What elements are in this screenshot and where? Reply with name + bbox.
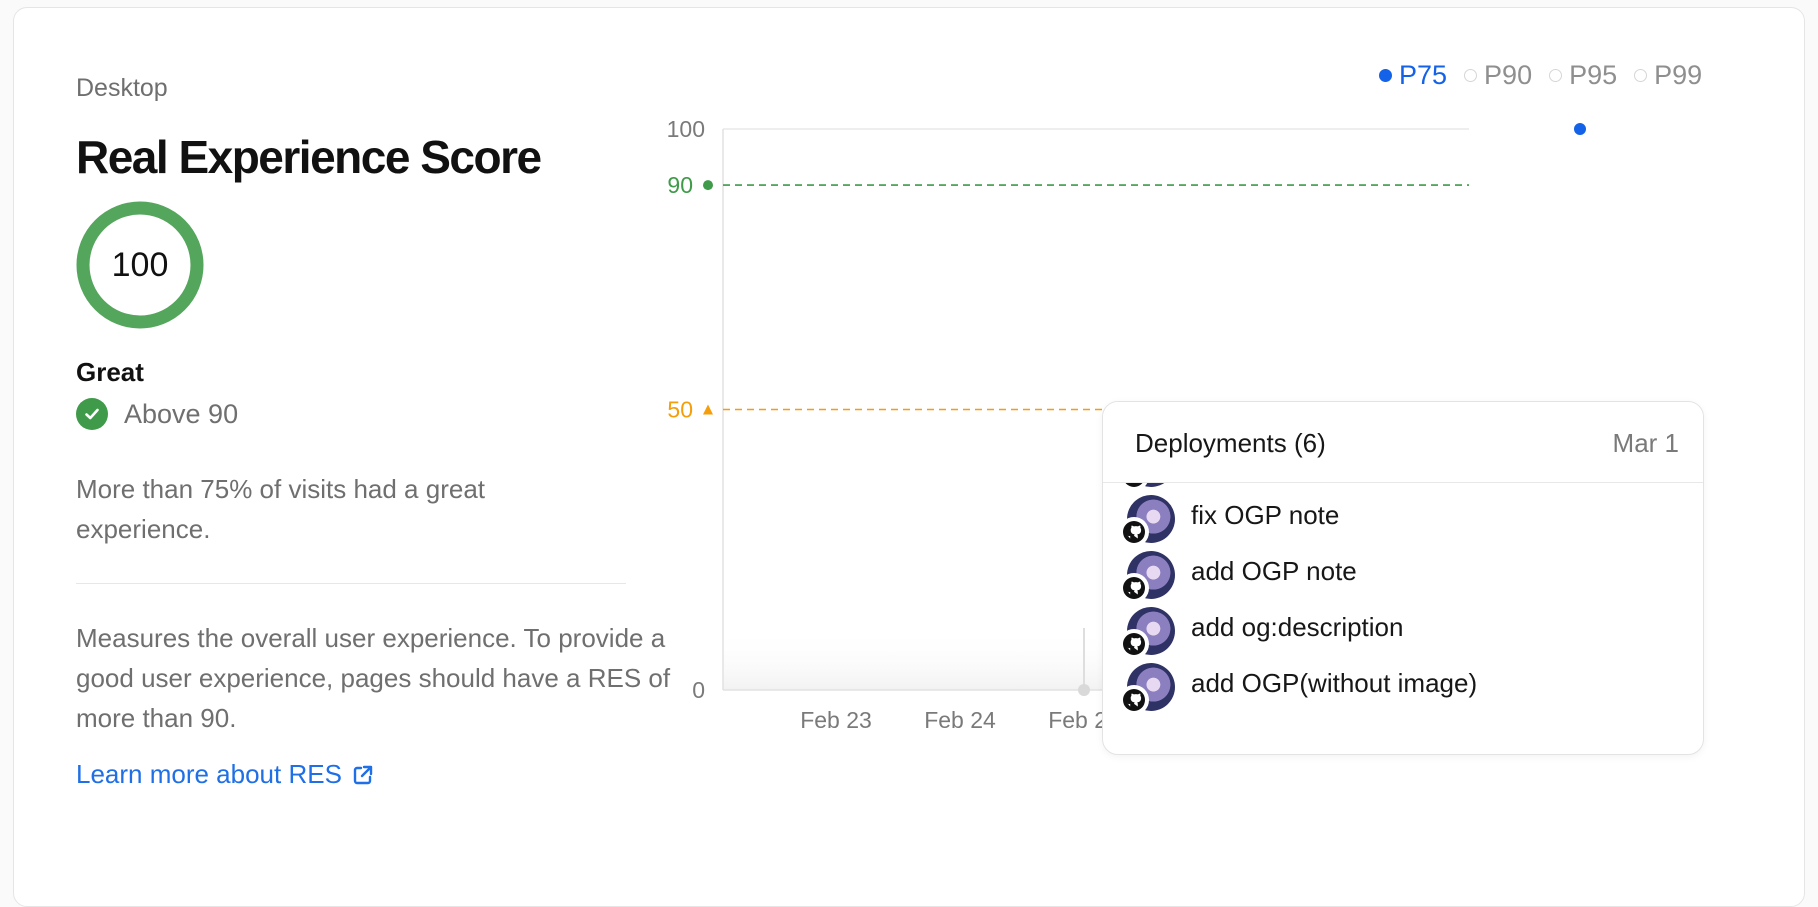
deployment-message: fix OGP note: [1191, 500, 1340, 530]
divider: [76, 583, 626, 584]
deployment-item[interactable]: add OGP note: [1103, 547, 1703, 603]
external-link-icon: [353, 765, 373, 784]
github-icon: [1119, 517, 1149, 547]
score-gauge: 100: [76, 201, 204, 329]
x-tick-label: Feb 23: [800, 707, 872, 733]
github-icon: [1119, 573, 1149, 603]
y-tick-label: 0: [692, 677, 705, 703]
dot-icon: [1549, 69, 1563, 82]
dot-icon: [1464, 69, 1478, 82]
y-tick-label: 50: [667, 397, 693, 423]
dot-icon: [1379, 69, 1392, 82]
tooltip-header: Deployments (6) Mar 1: [1103, 402, 1703, 483]
y-tick-label: 90: [667, 172, 693, 198]
legend-item-p99[interactable]: P99: [1634, 60, 1702, 91]
legend-item-p75[interactable]: P75: [1379, 60, 1447, 91]
legend-label: P95: [1569, 60, 1618, 90]
deployment-marker[interactable]: [1078, 684, 1090, 696]
threshold-dot-icon: [703, 180, 713, 191]
tooltip-date: Mar 1: [1612, 428, 1679, 458]
section-label: Desktop: [76, 74, 168, 102]
legend-label: P90: [1484, 60, 1533, 90]
deployment-message: add OGP(without image): [1191, 668, 1478, 698]
deployment-item[interactable]: fix OGP note: [1103, 491, 1703, 547]
tooltip-title: Deployments (6): [1135, 428, 1326, 458]
y-tick-label: 100: [667, 116, 705, 142]
score-summary: More than 75% of visits had a great expe…: [76, 474, 486, 544]
dot-icon: [1634, 69, 1648, 82]
deployment-item[interactable]: add og:description: [1103, 603, 1703, 659]
learn-more-label: Learn more about RES: [76, 759, 342, 789]
learn-more-link[interactable]: Learn more about RES: [76, 759, 374, 790]
check-circle-icon: [76, 398, 108, 430]
x-tick-label: Feb 24: [924, 707, 996, 733]
threshold-status: Above 90: [76, 398, 238, 430]
page-title: Real Experience Score: [76, 131, 542, 183]
deployment-message: add og:description: [1191, 612, 1404, 642]
legend-label: P75: [1399, 60, 1448, 90]
threshold-text: Above 90: [124, 398, 239, 429]
score-description: Measures the overall user experience. To…: [76, 623, 671, 733]
res-card: Desktop Real Experience Score 100 Great …: [13, 7, 1805, 907]
github-icon: [1119, 685, 1149, 715]
score-rating: Great: [76, 357, 144, 387]
github-icon: [1119, 629, 1149, 659]
legend-label: P99: [1654, 60, 1703, 90]
legend-item-p95[interactable]: P95: [1549, 60, 1617, 91]
percentile-legend: P75 P90 P95 P99: [1379, 60, 1702, 91]
threshold-triangle-icon: [703, 404, 713, 415]
score-value: 100: [111, 245, 169, 284]
legend-item-p90[interactable]: P90: [1464, 60, 1532, 91]
data-point[interactable]: [1574, 123, 1586, 135]
deployment-message: add OGP note: [1191, 556, 1357, 586]
deployment-item[interactable]: add OGP(without image): [1103, 659, 1703, 715]
